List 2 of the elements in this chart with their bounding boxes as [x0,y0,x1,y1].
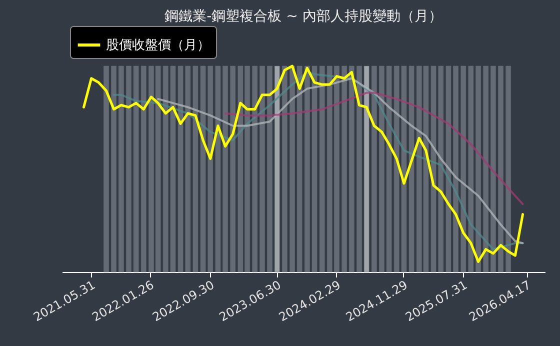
chart-title: 鋼鐵業-鋼塑複合板 ~ 內部人持股變動（月） [164,8,442,24]
legend-label: 股價收盤價（月） [106,38,210,53]
